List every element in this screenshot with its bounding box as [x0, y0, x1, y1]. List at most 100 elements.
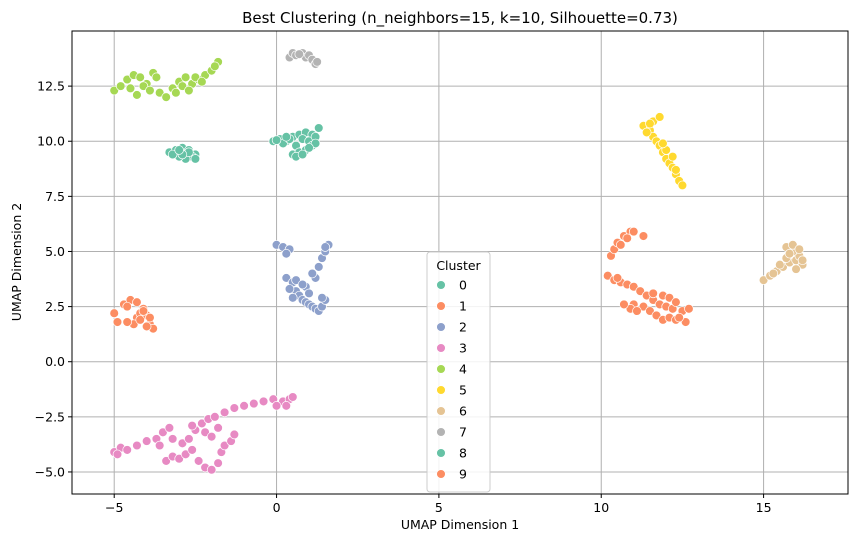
y-tick-label: 10.0 — [37, 134, 65, 149]
data-point — [167, 434, 178, 444]
data-point — [671, 165, 681, 175]
data-point — [294, 49, 305, 59]
legend-title: Cluster — [436, 258, 481, 273]
data-point — [658, 138, 668, 149]
data-point — [775, 259, 785, 270]
data-point — [664, 293, 675, 303]
data-point — [109, 85, 119, 96]
data-point — [667, 151, 678, 162]
data-point — [122, 74, 132, 85]
legend-label: 7 — [459, 425, 467, 440]
legend-marker — [436, 448, 446, 458]
data-point — [229, 429, 240, 440]
data-point — [158, 427, 168, 438]
legend-label: 8 — [459, 446, 467, 461]
data-point — [229, 403, 240, 413]
data-point — [788, 240, 798, 250]
legend-marker — [436, 280, 446, 290]
legend-marker — [436, 322, 446, 332]
data-point — [310, 138, 321, 149]
data-point — [197, 418, 207, 429]
legend-label: 3 — [459, 341, 467, 356]
data-point — [619, 299, 629, 310]
data-point — [184, 85, 194, 96]
chart-title: Best Clustering (n_neighbors=15, k=10, S… — [242, 9, 678, 28]
x-tick-label: 0 — [273, 500, 281, 515]
legend-marker — [436, 469, 446, 479]
data-point — [190, 72, 201, 83]
data-point — [122, 317, 132, 327]
legend-label: 1 — [459, 299, 467, 314]
y-tick-label: 7.5 — [45, 189, 65, 204]
data-point — [612, 273, 623, 283]
data-point — [164, 423, 175, 433]
data-point — [180, 449, 191, 460]
data-point — [145, 312, 155, 323]
data-point — [648, 288, 658, 299]
y-axis-label: UMAP Dimension 2 — [9, 203, 24, 321]
legend-marker — [436, 364, 446, 374]
y-tick-label: −5.0 — [35, 464, 65, 479]
data-point — [122, 301, 132, 312]
data-point — [291, 275, 301, 285]
data-points — [109, 48, 808, 475]
series-cluster-0 — [268, 123, 324, 162]
data-point — [171, 87, 181, 98]
data-point — [281, 401, 292, 411]
data-point — [184, 434, 194, 444]
series-cluster-7 — [284, 48, 322, 69]
data-point — [271, 135, 282, 145]
series-cluster-8 — [164, 143, 201, 164]
legend-marker — [436, 406, 446, 416]
legend-label: 0 — [459, 278, 467, 293]
data-point — [138, 81, 149, 91]
data-point — [249, 398, 259, 409]
data-point — [314, 123, 324, 133]
data-point — [190, 154, 201, 164]
plot-frame — [71, 30, 849, 495]
x-tick-label: 5 — [435, 500, 443, 515]
data-point — [317, 293, 327, 303]
data-point — [109, 308, 119, 318]
data-point — [314, 262, 324, 272]
data-point — [758, 275, 769, 285]
data-point — [628, 282, 639, 292]
data-point — [161, 456, 171, 466]
data-point — [210, 61, 220, 72]
series-cluster-6 — [758, 240, 808, 285]
data-point — [281, 273, 292, 283]
data-point — [645, 118, 655, 129]
data-point — [122, 445, 132, 455]
data-point — [132, 440, 142, 451]
series-cluster-3 — [109, 392, 298, 475]
legend-marker — [436, 343, 446, 353]
data-point — [219, 407, 230, 418]
data-point — [638, 301, 649, 312]
data-point — [281, 132, 292, 142]
data-point — [680, 317, 691, 327]
data-point — [784, 248, 795, 259]
data-point — [288, 293, 298, 303]
data-point — [622, 233, 632, 243]
x-tick-label: 10 — [593, 500, 609, 515]
data-point — [304, 288, 314, 299]
data-point — [193, 456, 204, 466]
legend-marker — [436, 385, 446, 395]
data-point — [167, 149, 178, 160]
data-point — [312, 57, 322, 67]
data-point — [632, 306, 642, 316]
data-point — [602, 270, 613, 281]
axis-ticks: −5 0 5 10 15−5.0−2.50.02.55.07.510.012.5 — [35, 79, 772, 515]
y-tick-label: 2.5 — [45, 299, 65, 314]
data-point — [206, 464, 217, 475]
data-point — [145, 85, 155, 96]
data-point — [125, 83, 136, 94]
data-point — [177, 81, 188, 91]
data-point — [641, 127, 652, 138]
data-point — [200, 427, 210, 438]
data-point — [135, 315, 145, 325]
data-point — [674, 312, 684, 323]
data-point — [288, 392, 298, 402]
data-point — [180, 72, 191, 83]
legend: Cluster 0 1 2 3 4 5 6 7 8 9 — [426, 251, 491, 493]
